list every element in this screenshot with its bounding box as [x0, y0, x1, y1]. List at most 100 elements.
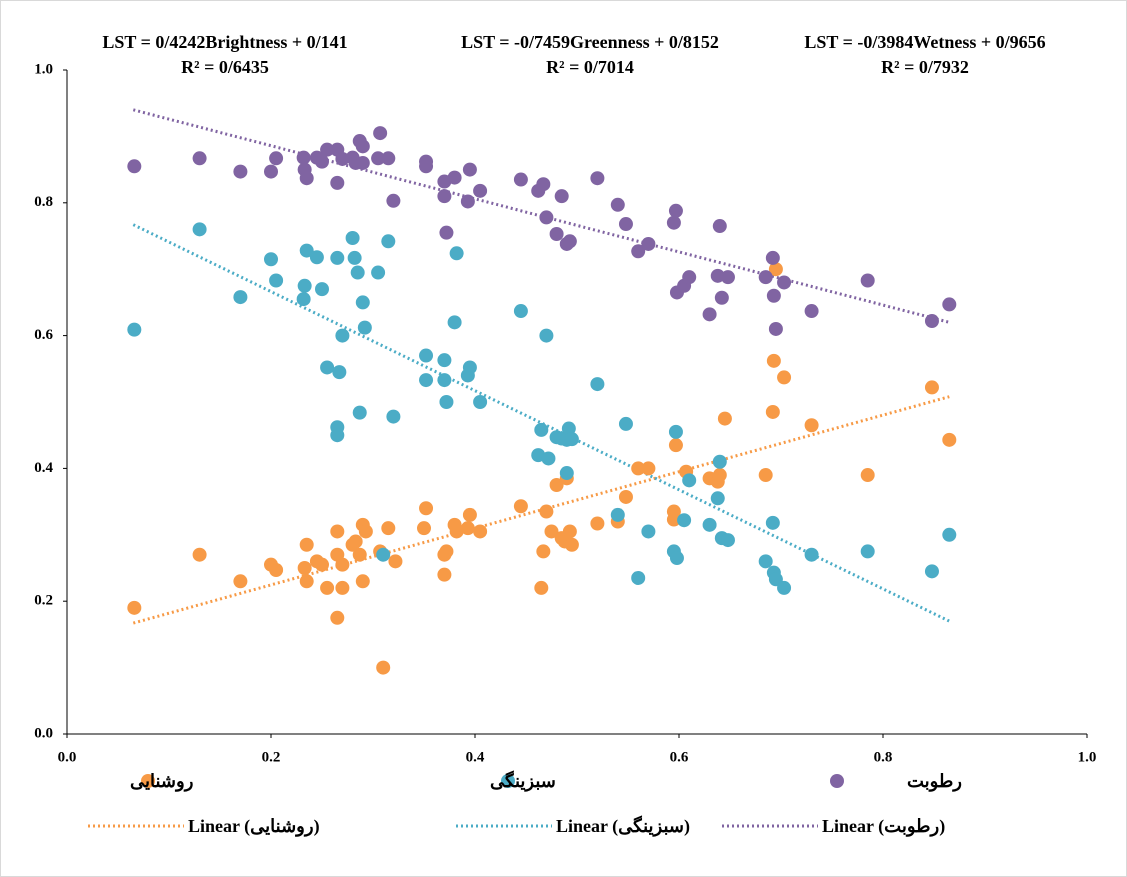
y-tick-label: 0.0 — [34, 725, 53, 741]
point — [335, 580, 350, 595]
point — [264, 252, 278, 267]
point — [381, 521, 396, 536]
point — [439, 395, 454, 409]
point — [765, 404, 780, 419]
point — [437, 189, 452, 204]
point — [562, 234, 577, 249]
point — [564, 432, 579, 447]
point — [564, 537, 579, 552]
legend-label: سبزینگی — [490, 770, 556, 792]
point — [449, 246, 464, 261]
point — [536, 177, 551, 192]
point — [357, 320, 372, 335]
point — [462, 360, 477, 375]
point — [320, 580, 335, 595]
point — [320, 142, 335, 157]
point — [348, 534, 363, 549]
point — [269, 273, 284, 288]
point — [297, 278, 312, 293]
point — [233, 164, 248, 179]
point — [269, 151, 284, 166]
point — [447, 315, 462, 330]
point — [192, 222, 207, 237]
point — [473, 183, 488, 198]
point — [641, 236, 656, 251]
point — [299, 574, 314, 589]
point — [192, 547, 207, 562]
point — [765, 515, 780, 530]
point — [549, 227, 564, 242]
point — [473, 524, 488, 539]
point — [860, 468, 875, 483]
point — [417, 521, 431, 536]
point — [768, 321, 783, 336]
point — [299, 171, 314, 186]
point — [296, 292, 311, 307]
point — [549, 478, 564, 492]
point — [534, 580, 549, 595]
point — [335, 328, 350, 343]
point — [381, 234, 396, 249]
point — [355, 155, 370, 170]
point — [860, 544, 875, 559]
point — [347, 250, 362, 265]
point — [269, 562, 284, 577]
point — [419, 373, 434, 388]
point — [668, 438, 683, 453]
point — [766, 353, 781, 368]
y-tick-label: 0.4 — [34, 460, 53, 476]
point — [666, 215, 681, 230]
trend-equation: LST = -0/3984Wetness + 0/9656 — [804, 32, 1045, 52]
point — [942, 432, 957, 447]
trend-r2: R² = 0/7932 — [881, 57, 969, 77]
point — [264, 164, 278, 179]
point — [127, 322, 142, 337]
point — [618, 217, 633, 232]
legend-marker — [141, 774, 155, 788]
point — [539, 328, 554, 343]
point — [610, 197, 625, 212]
point — [618, 489, 633, 504]
point — [534, 422, 549, 437]
x-tick-label: 1.0 — [1078, 749, 1097, 765]
point — [352, 547, 367, 562]
point — [330, 610, 345, 625]
point — [677, 513, 692, 528]
x-tick-label: 0.6 — [670, 749, 689, 765]
point — [335, 151, 350, 166]
trend-r2: R² = 0/7014 — [546, 57, 634, 77]
point — [554, 189, 569, 204]
point — [631, 244, 646, 259]
point — [127, 159, 142, 174]
point — [335, 557, 350, 572]
point — [804, 547, 819, 562]
point — [358, 524, 373, 539]
y-tick-label: 0.6 — [34, 327, 53, 343]
point — [544, 524, 559, 539]
y-tick-label: 0.2 — [34, 593, 53, 609]
point — [419, 159, 434, 174]
point — [127, 600, 142, 615]
point — [860, 273, 875, 288]
point — [702, 307, 717, 322]
point — [710, 268, 725, 283]
point — [315, 154, 329, 169]
point — [758, 468, 773, 483]
point — [539, 210, 554, 225]
point — [924, 313, 939, 328]
point — [437, 373, 452, 388]
legend-label: رطوبت — [907, 771, 962, 792]
point — [330, 175, 345, 190]
point — [720, 270, 735, 285]
point — [330, 250, 345, 265]
point — [712, 468, 727, 483]
point — [682, 270, 697, 285]
point — [315, 557, 329, 572]
point — [386, 409, 401, 424]
point — [355, 574, 370, 589]
point — [590, 171, 605, 186]
point — [345, 230, 360, 245]
point — [765, 250, 780, 265]
point — [376, 547, 391, 562]
